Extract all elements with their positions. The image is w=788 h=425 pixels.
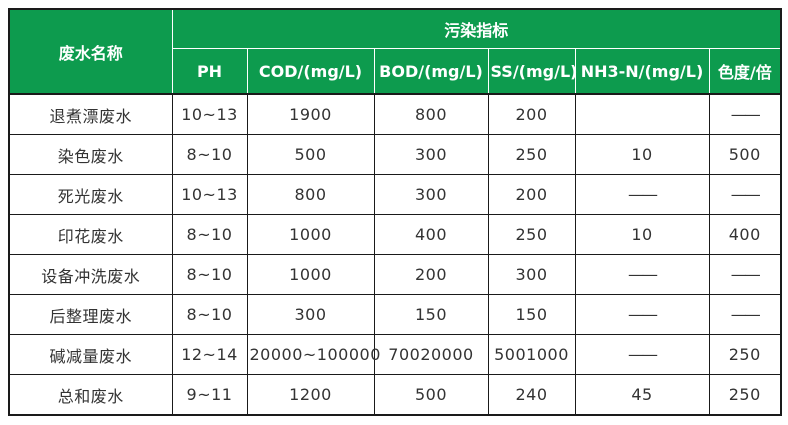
cell-cod: 800 <box>246 174 375 215</box>
cell-bod: 70020000 <box>373 334 489 375</box>
cell-nh3n: 45 <box>574 374 710 416</box>
cell-ph: 12~14 <box>171 334 248 375</box>
cell-ph: 9~11 <box>171 374 248 416</box>
cell-chroma: —— <box>708 254 782 295</box>
cell-chroma: 250 <box>708 334 782 375</box>
cell-nh3n <box>574 93 710 135</box>
table-row: 死光废水 10~13 800 300 200 —— —— <box>8 174 782 215</box>
row-name-cell: 印花废水 <box>8 214 173 255</box>
cell-ss: 250 <box>487 214 576 255</box>
cell-bod: 800 <box>373 93 489 135</box>
cell-chroma: —— <box>708 174 782 215</box>
wastewater-indicator-table: 废水名称 污染指标 PH COD/(mg/L) BOD/(mg/L) SS/(m… <box>8 8 783 416</box>
cell-ph: 8~10 <box>171 294 248 335</box>
cell-cod: 1000 <box>246 214 375 255</box>
cell-nh3n: —— <box>574 254 710 295</box>
table-row: 印花废水 8~10 1000 400 250 10 400 <box>8 214 782 255</box>
table-row: 后整理废水 8~10 300 150 150 —— —— <box>8 294 782 335</box>
cell-chroma: 500 <box>708 134 782 175</box>
cell-nh3n: —— <box>574 174 710 215</box>
cell-chroma: 250 <box>708 374 782 416</box>
header-row-group: 废水名称 污染指标 <box>8 8 782 95</box>
cell-nh3n: —— <box>574 294 710 335</box>
column-header-nh3n: NH3-N/(mg/L) <box>574 48 710 95</box>
cell-ss: 200 <box>487 174 576 215</box>
cell-cod: 1200 <box>246 374 375 416</box>
cell-chroma: —— <box>708 294 782 335</box>
cell-chroma: 400 <box>708 214 782 255</box>
cell-bod: 300 <box>373 134 489 175</box>
cell-ss: 150 <box>487 294 576 335</box>
cell-nh3n: —— <box>574 334 710 375</box>
cell-cod: 1000 <box>246 254 375 295</box>
cell-nh3n: 10 <box>574 214 710 255</box>
cell-ph: 8~10 <box>171 254 248 295</box>
cell-ss: 200 <box>487 93 576 135</box>
column-header-ss: SS/(mg/L) <box>487 48 577 95</box>
table-row: 总和废水 9~11 1200 500 240 45 250 <box>8 374 782 416</box>
column-header-bod: BOD/(mg/L) <box>373 48 489 95</box>
row-name-cell: 总和废水 <box>8 374 173 416</box>
row-name-cell: 死光废水 <box>8 174 173 215</box>
row-name-cell: 碱减量废水 <box>8 334 173 375</box>
column-header-chroma: 色度/倍 <box>708 48 782 95</box>
header-row-sub: PH COD/(mg/L) BOD/(mg/L) SS/(mg/L) NH3-N… <box>9 48 782 95</box>
cell-ph: 10~13 <box>171 174 248 215</box>
column-group-header-pollution-indicators: 污染指标 <box>171 8 782 49</box>
column-header-wastewater-name: 废水名称 <box>8 8 173 95</box>
cell-ss: 5001000 <box>487 334 576 375</box>
column-header-cod: COD/(mg/L) <box>246 48 375 95</box>
row-name-cell: 设备冲洗废水 <box>8 254 173 295</box>
cell-ss: 300 <box>487 254 576 295</box>
cell-bod: 150 <box>373 294 489 335</box>
cell-cod: 500 <box>246 134 375 175</box>
table-row: 染色废水 8~10 500 300 250 10 500 <box>8 134 782 175</box>
cell-chroma: —— <box>708 93 782 135</box>
column-header-ph: PH <box>171 48 248 95</box>
row-name-cell: 后整理废水 <box>8 294 173 335</box>
cell-cod: 1900 <box>246 93 375 135</box>
table-row: 碱减量废水 12~14 20000~100000 70020000 500100… <box>8 334 782 375</box>
cell-cod: 300 <box>246 294 375 335</box>
page: 废水名称 污染指标 PH COD/(mg/L) BOD/(mg/L) SS/(m… <box>8 8 783 416</box>
cell-bod: 400 <box>373 214 489 255</box>
cell-ph: 8~10 <box>171 214 248 255</box>
cell-bod: 200 <box>373 254 489 295</box>
row-name-cell: 退煮漂废水 <box>8 93 173 135</box>
table-row: 设备冲洗废水 8~10 1000 200 300 —— —— <box>8 254 782 295</box>
cell-bod: 500 <box>373 374 489 416</box>
cell-ph: 10~13 <box>171 93 248 135</box>
row-name-cell: 染色废水 <box>8 134 173 175</box>
cell-cod: 20000~100000 <box>246 334 380 375</box>
cell-ph: 8~10 <box>171 134 248 175</box>
cell-ss: 250 <box>487 134 576 175</box>
cell-nh3n: 10 <box>574 134 710 175</box>
table-row: 退煮漂废水 10~13 1900 800 200 —— <box>8 93 782 135</box>
cell-bod: 300 <box>373 174 489 215</box>
cell-ss: 240 <box>487 374 576 416</box>
